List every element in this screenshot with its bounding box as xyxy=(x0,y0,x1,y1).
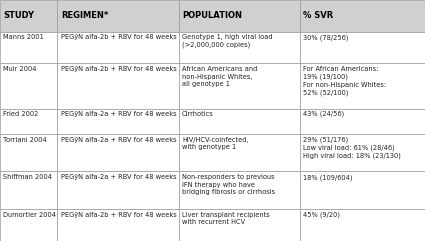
Text: 30% (78/256): 30% (78/256) xyxy=(303,34,348,41)
Bar xyxy=(300,0,425,32)
Text: PEGӯN alfa-2a + RBV for 48 weeks: PEGӯN alfa-2a + RBV for 48 weeks xyxy=(61,137,176,143)
Bar xyxy=(57,171,178,209)
Text: REGIMEN*: REGIMEN* xyxy=(61,11,108,20)
Bar xyxy=(178,63,300,109)
Bar xyxy=(178,109,300,134)
Text: Manns 2001: Manns 2001 xyxy=(3,34,44,40)
Bar xyxy=(178,209,300,241)
Text: STUDY: STUDY xyxy=(3,11,34,20)
Bar xyxy=(0,109,57,134)
Text: Shiffman 2004: Shiffman 2004 xyxy=(3,174,52,180)
Bar xyxy=(0,32,57,63)
Bar xyxy=(178,0,300,32)
Text: POPULATION: POPULATION xyxy=(182,11,242,20)
Text: % SVR: % SVR xyxy=(303,11,333,20)
Bar xyxy=(300,134,425,171)
Text: Cirrhotics: Cirrhotics xyxy=(182,111,214,117)
Text: 45% (9/20): 45% (9/20) xyxy=(303,212,340,218)
Bar xyxy=(300,63,425,109)
Text: PEGӯN alfa-2a + RBV for 48 weeks: PEGӯN alfa-2a + RBV for 48 weeks xyxy=(61,174,176,180)
Text: Muir 2004: Muir 2004 xyxy=(3,66,37,72)
Text: 43% (24/56): 43% (24/56) xyxy=(303,111,344,117)
Bar xyxy=(300,109,425,134)
Bar xyxy=(57,209,178,241)
Bar xyxy=(0,209,57,241)
Text: Fried 2002: Fried 2002 xyxy=(3,111,39,117)
Bar xyxy=(57,63,178,109)
Bar xyxy=(0,171,57,209)
Bar xyxy=(300,171,425,209)
Text: Non-responders to previous
IFN therapy who have
bridging fibrosis or cirrhosis: Non-responders to previous IFN therapy w… xyxy=(182,174,275,195)
Text: Genotype 1, high viral load
(>2,000,000 copies): Genotype 1, high viral load (>2,000,000 … xyxy=(182,34,272,48)
Bar xyxy=(57,32,178,63)
Bar xyxy=(0,0,57,32)
Bar xyxy=(300,209,425,241)
Text: PEGӯN alfa-2b + RBV for 48 weeks: PEGӯN alfa-2b + RBV for 48 weeks xyxy=(61,212,176,218)
Text: PEGӯN alfa-2b + RBV for 48 weeks: PEGӯN alfa-2b + RBV for 48 weeks xyxy=(61,66,176,72)
Bar xyxy=(178,171,300,209)
Bar xyxy=(57,134,178,171)
Text: Dumortier 2004: Dumortier 2004 xyxy=(3,212,57,218)
Text: African Americans and
non-Hispanic Whites,
all genotype 1: African Americans and non-Hispanic White… xyxy=(182,66,257,87)
Text: Torriani 2004: Torriani 2004 xyxy=(3,137,47,143)
Bar xyxy=(178,134,300,171)
Text: PEGӯN alfa-2a + RBV for 48 weeks: PEGӯN alfa-2a + RBV for 48 weeks xyxy=(61,111,176,117)
Bar xyxy=(0,63,57,109)
Bar xyxy=(178,32,300,63)
Bar xyxy=(300,32,425,63)
Bar xyxy=(57,109,178,134)
Text: For African Americans:
19% (19/100)
For non-Hispanic Whites:
52% (52/100): For African Americans: 19% (19/100) For … xyxy=(303,66,386,96)
Text: PEGӯN alfa-2b + RBV for 48 weeks: PEGӯN alfa-2b + RBV for 48 weeks xyxy=(61,34,176,40)
Text: 18% (109/604): 18% (109/604) xyxy=(303,174,352,181)
Bar xyxy=(57,0,178,32)
Text: HIV/HCV-coinfected,
with genotype 1: HIV/HCV-coinfected, with genotype 1 xyxy=(182,137,248,150)
Text: Liver transplant recipients
with recurrent HCV: Liver transplant recipients with recurre… xyxy=(182,212,269,225)
Text: 29% (51/176)
Low viral load: 61% (28/46)
High viral load: 18% (23/130): 29% (51/176) Low viral load: 61% (28/46)… xyxy=(303,137,401,159)
Bar xyxy=(0,134,57,171)
